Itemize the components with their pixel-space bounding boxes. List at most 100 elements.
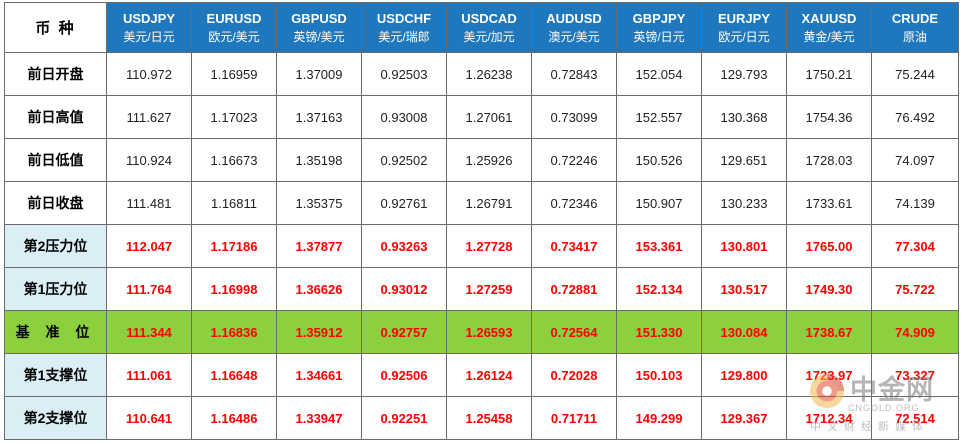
column-header: AUDUSD 澳元/美元	[531, 2, 617, 53]
level-cell: 0.92506	[361, 353, 447, 397]
quote-cell: 1733.61	[786, 181, 872, 225]
column-pair: 美元/加元	[463, 29, 515, 44]
quote-cell: 1.37163	[276, 95, 362, 139]
level-cell: 1.35912	[276, 310, 362, 354]
level-cell: 1.33947	[276, 396, 362, 440]
column-symbol: USDJPY	[122, 10, 176, 26]
row-label: 第2支撑位	[4, 396, 107, 440]
quote-cell: 110.924	[106, 138, 192, 182]
quote-cell: 1.25926	[446, 138, 532, 182]
column-header: GBPUSD 英镑/美元	[276, 2, 362, 53]
level-cell: 1.36626	[276, 267, 362, 311]
column-pair: 原油	[902, 29, 927, 44]
column-pair: 英镑/美元	[293, 29, 345, 44]
level-cell: 1.25458	[446, 396, 532, 440]
column-header: USDJPY 美元/日元	[106, 2, 192, 53]
column-symbol: GBPJPY	[632, 10, 686, 26]
quote-cell: 130.368	[701, 95, 787, 139]
quote-cell: 74.139	[871, 181, 959, 225]
quote-cell: 1.27061	[446, 95, 532, 139]
header-row: 币 种 USDJPY 美元/日元 EURUSD 欧元/美元 GBPUSD 英镑/美元 …	[4, 2, 959, 53]
column-pair: 澳元/美元	[548, 29, 600, 44]
previous-open-row: 前日开盘 110.972 1.16959 1.37009 0.92503 1.2…	[4, 52, 959, 96]
quote-cell: 129.793	[701, 52, 787, 96]
level-cell: 0.92251	[361, 396, 447, 440]
level-cell: 0.72564	[531, 310, 617, 354]
quote-cell: 150.907	[616, 181, 702, 225]
column-pair: 欧元/美元	[208, 29, 260, 44]
level-cell: 0.92757	[361, 310, 447, 354]
level-cell: 149.299	[616, 396, 702, 440]
level-cell: 1.17186	[191, 224, 277, 268]
level-cell: 1.27728	[446, 224, 532, 268]
quote-cell: 0.72246	[531, 138, 617, 182]
level-cell: 151.330	[616, 310, 702, 354]
quote-cell: 111.627	[106, 95, 192, 139]
level-cell: 130.801	[701, 224, 787, 268]
quote-cell: 0.92761	[361, 181, 447, 225]
quote-cell: 110.972	[106, 52, 192, 96]
support-2-row: 第2支撑位 110.641 1.16486 1.33947 0.92251 1.…	[4, 396, 959, 440]
level-cell: 1738.67	[786, 310, 872, 354]
corner-label: 币 种	[4, 2, 107, 53]
quote-cell: 1754.36	[786, 95, 872, 139]
level-cell: 111.764	[106, 267, 192, 311]
level-cell: 1.26124	[446, 353, 532, 397]
quote-cell: 150.526	[616, 138, 702, 182]
column-symbol: EURUSD	[206, 10, 262, 26]
level-cell: 1723.97	[786, 353, 872, 397]
row-label: 前日低值	[4, 138, 107, 182]
column-header: USDCHF 美元/瑞郎	[361, 2, 447, 53]
row-label: 基 准 位	[4, 310, 107, 354]
previous-high-row: 前日高值 111.627 1.17023 1.37163 0.93008 1.2…	[4, 95, 959, 139]
quote-cell: 130.233	[701, 181, 787, 225]
row-label: 第1支撑位	[4, 353, 107, 397]
level-cell: 1.16836	[191, 310, 277, 354]
previous-low-row: 前日低值 110.924 1.16673 1.35198 0.92502 1.2…	[4, 138, 959, 182]
row-label: 第2压力位	[4, 224, 107, 268]
level-cell: 73.327	[871, 353, 959, 397]
row-label: 第1压力位	[4, 267, 107, 311]
level-cell: 75.722	[871, 267, 959, 311]
quote-cell: 1.16673	[191, 138, 277, 182]
column-symbol: EURJPY	[717, 10, 771, 26]
row-label: 前日收盘	[4, 181, 107, 225]
level-cell: 77.304	[871, 224, 959, 268]
level-cell: 153.361	[616, 224, 702, 268]
forex-quote-table: 币 种 USDJPY 美元/日元 EURUSD 欧元/美元 GBPUSD 英镑/美元 …	[4, 2, 959, 440]
column-pair: 欧元/日元	[718, 29, 770, 44]
level-cell: 0.72881	[531, 267, 617, 311]
quote-cell: 1.35198	[276, 138, 362, 182]
column-symbol: GBPUSD	[291, 10, 347, 26]
column-header: CRUDE 原油	[871, 2, 959, 53]
column-header: XAUUSD 黄金/美元	[786, 2, 872, 53]
level-cell: 130.517	[701, 267, 787, 311]
column-pair: 美元/日元	[123, 29, 175, 44]
level-cell: 1.34661	[276, 353, 362, 397]
column-pair: 美元/瑞郎	[378, 29, 430, 44]
level-cell: 150.103	[616, 353, 702, 397]
column-symbol: CRUDE	[891, 10, 939, 26]
level-cell: 1712.34	[786, 396, 872, 440]
quote-cell: 1.35375	[276, 181, 362, 225]
quote-cell: 75.244	[871, 52, 959, 96]
pivot-row: 基 准 位 111.344 1.16836 1.35912 0.92757 1.…	[4, 310, 959, 354]
quote-cell: 152.054	[616, 52, 702, 96]
column-header: USDCAD 美元/加元	[446, 2, 532, 53]
level-cell: 129.367	[701, 396, 787, 440]
level-cell: 72.514	[871, 396, 959, 440]
level-cell: 1765.00	[786, 224, 872, 268]
level-cell: 1.27259	[446, 267, 532, 311]
level-cell: 112.047	[106, 224, 192, 268]
quote-cell: 0.92503	[361, 52, 447, 96]
column-header: GBPJPY 英镑/日元	[616, 2, 702, 53]
quote-cell: 152.557	[616, 95, 702, 139]
column-symbol: USDCAD	[461, 10, 517, 26]
quote-cell: 1728.03	[786, 138, 872, 182]
row-label: 前日高值	[4, 95, 107, 139]
level-cell: 1.37877	[276, 224, 362, 268]
column-symbol: XAUUSD	[801, 10, 857, 26]
level-cell: 152.134	[616, 267, 702, 311]
resistance-1-row: 第1压力位 111.764 1.16998 1.36626 0.93012 1.…	[4, 267, 959, 311]
row-label: 前日开盘	[4, 52, 107, 96]
